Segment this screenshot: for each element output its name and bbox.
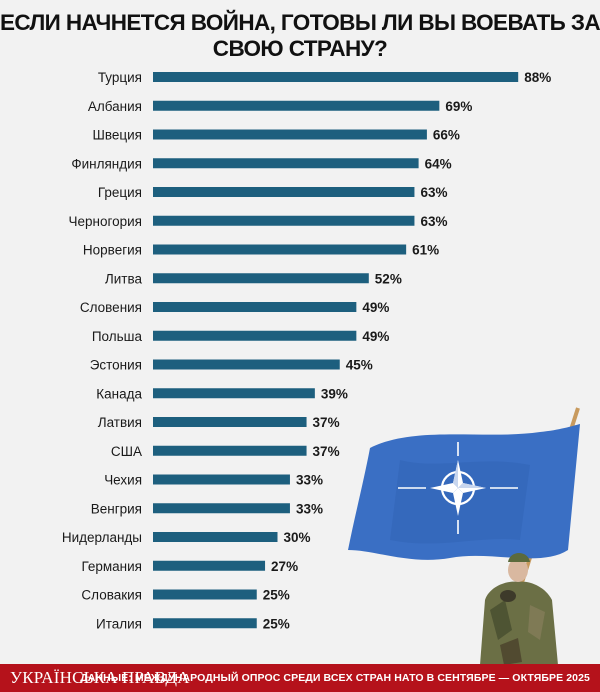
bar [153,187,415,197]
category-label: Словакия [81,588,142,603]
bar [153,273,369,284]
data-source: ДАННЫЕ: МЕЖДУНАРОДНЫЙ ОПРОС СРЕДИ ВСЕХ С… [80,672,590,684]
bar [153,158,419,169]
bar [153,618,257,629]
category-label: Польша [92,329,143,344]
bar [153,359,340,370]
soldier-icon [480,553,558,665]
chart-title: ЕСЛИ НАЧНЕТСЯ ВОЙНА, ГОТОВЫ ЛИ ВЫ ВОЕВАТ… [0,10,600,61]
bar [153,129,427,140]
value-label: 45% [346,358,373,373]
value-label: 30% [284,530,311,545]
category-label: Черногория [69,214,142,229]
bar [153,532,278,542]
category-label: Норвегия [83,243,142,258]
bar [153,417,307,427]
value-label: 33% [296,473,323,488]
bar [153,445,307,456]
category-label: Венгрия [91,501,142,516]
value-label: 39% [321,386,348,401]
bar [153,244,407,255]
nato-compass-icon [398,442,518,534]
bar [153,589,257,600]
value-label: 88% [524,70,551,85]
nato-flag-illustration [340,400,600,665]
category-label: Финляндия [71,156,142,171]
bar [153,302,357,312]
bar [153,100,440,111]
value-label: 64% [425,156,452,171]
value-label: 69% [445,99,472,114]
footer-bar: УКРАЇНСЬКА ПРАВДА ДАННЫЕ: МЕЖДУНАРОДНЫЙ … [0,664,600,692]
value-label: 63% [420,214,447,229]
value-label: 37% [313,444,340,459]
category-label: США [111,444,142,459]
value-label: 61% [412,243,439,258]
category-label: Словения [80,300,142,315]
bar [153,215,415,226]
bar [153,560,266,571]
value-label: 49% [362,329,389,344]
category-label: Литва [105,271,143,286]
category-label: Латвия [98,415,142,430]
category-label: Эстония [90,358,142,373]
value-label: 49% [362,300,389,315]
category-label: Швеция [93,128,143,143]
category-label: Албания [88,99,142,114]
value-label: 25% [263,588,290,603]
value-label: 63% [420,185,447,200]
bar [153,388,315,399]
value-label: 66% [433,128,460,143]
bar [153,503,290,514]
category-label: Нидерланды [62,530,142,545]
bar [153,474,290,485]
brand-logo: УКРАЇНСЬКА ПРАВДА [10,668,190,687]
category-label: Чехия [104,473,142,488]
category-label: Турция [98,70,142,85]
value-label: 37% [313,415,340,430]
category-label: Канада [96,386,142,401]
bar [153,72,519,82]
bar [153,330,357,341]
value-label: 25% [263,616,290,631]
value-label: 27% [271,559,298,574]
value-label: 52% [375,271,402,286]
category-label: Италия [96,616,142,631]
category-label: Германия [81,559,142,574]
value-label: 33% [296,501,323,516]
category-label: Греция [98,185,142,200]
